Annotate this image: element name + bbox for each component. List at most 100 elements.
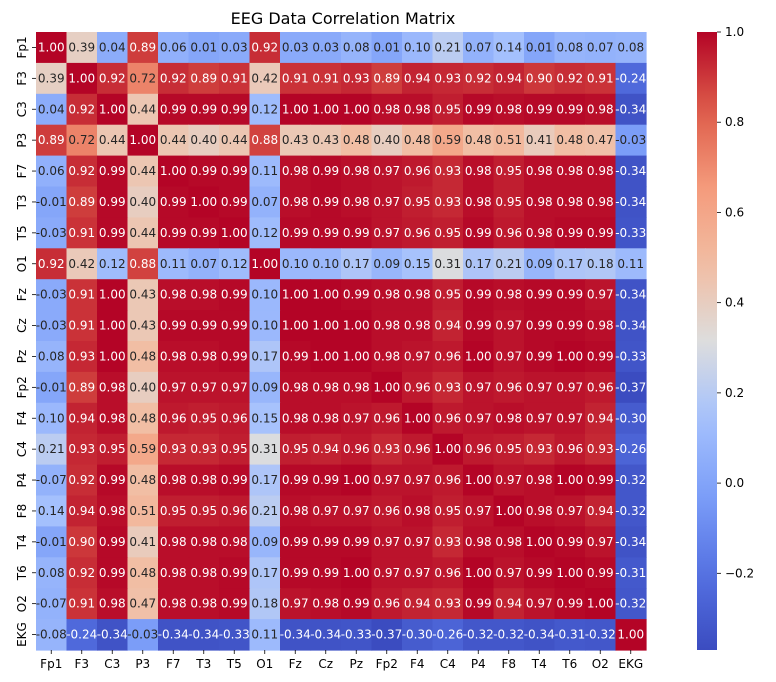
- heatmap-cell-T4-Fp2: [371, 526, 403, 558]
- heatmap-cell-O2-Fz: [280, 588, 312, 620]
- heatmap-cell-P3-T3: [188, 124, 220, 157]
- cell-value-C3-Pz: 1.00: [343, 102, 370, 116]
- heatmap-cell-P4-Cz: [310, 464, 342, 497]
- heatmap-cell-Pz-T5: [219, 341, 251, 373]
- cell-value-Pz-Fp1: 0.08: [38, 349, 65, 363]
- heatmap-cell-EKG-F3: [66, 619, 98, 651]
- heatmap-cells: [36, 32, 647, 651]
- cell-value-T3-Fp2: 0.97: [373, 195, 400, 209]
- heatmap-cell-F4-F8: [493, 402, 525, 435]
- heatmap-cell-Fp1-Pz: [341, 32, 373, 64]
- cell-value-F8-P4: 0.97: [465, 504, 492, 518]
- cell-value-F4-P4: 0.97: [465, 411, 492, 425]
- heatmap-cell-Cz-C3: [97, 310, 129, 342]
- cell-value-O1-O1: 1.00: [251, 257, 278, 271]
- heatmap-cell-F4-Cz: [310, 402, 342, 435]
- heatmap-cell-C4-EKG: [615, 433, 647, 466]
- heatmap-cell-T4-O1: [249, 526, 281, 558]
- heatmap-cell-F7-Fp1: [36, 155, 68, 188]
- heatmap-cell-F8-EKG: [615, 495, 647, 527]
- x-tick-label-C4: C4: [440, 657, 456, 671]
- heatmap-cell-Fp1-T5: [219, 32, 251, 64]
- heatmap-cell-T3-T6: [554, 186, 586, 218]
- cell-value-Fp1-C4: 0.21: [434, 40, 461, 54]
- heatmap-cell-Fp1-EKG: [615, 32, 647, 64]
- heatmap-cell-P3-F8: [493, 124, 525, 157]
- heatmap-cell-T5-O2: [585, 217, 617, 249]
- cell-value-O2-Fp2: 0.96: [373, 597, 400, 611]
- cell-value-Fz-Fp2: 0.98: [373, 288, 400, 302]
- cell-value-T3-T6: 0.98: [556, 195, 583, 209]
- cell-value-Fz-F7: 0.98: [160, 288, 187, 302]
- cell-value-O2-F4: 0.94: [404, 597, 431, 611]
- heatmap-cell-EKG-Fz: [280, 619, 312, 651]
- heatmap-cell-T3-T4: [524, 186, 556, 218]
- cell-value-T3-Fp1: -0.01: [36, 195, 67, 209]
- x-tick-label-F8: F8: [501, 657, 516, 671]
- cell-value-T6-P3: 0.48: [129, 566, 156, 580]
- cell-value-F7-Pz: 0.98: [343, 164, 370, 178]
- cell-value-T3-Pz: 0.98: [343, 195, 370, 209]
- cell-value-Fp2-P4: 0.97: [465, 380, 492, 394]
- cell-value-O1-T4: 0.09: [526, 257, 553, 271]
- heatmap-cell-F8-F4: [402, 495, 434, 527]
- heatmap-cell-Fp1-F7: [158, 32, 190, 64]
- heatmap-cell-T6-O2: [585, 557, 617, 589]
- heatmap-cell-T3-P3: [127, 186, 159, 218]
- y-tick-label-F7: F7: [15, 164, 29, 179]
- heatmap-cell-Fp2-Fp1: [36, 371, 68, 404]
- heatmap-cell-T4-T3: [188, 526, 220, 558]
- heatmap-cell-C4-Fz: [280, 433, 312, 466]
- cell-value-Pz-O1: 0.17: [251, 349, 278, 363]
- cell-value-Pz-C4: 0.96: [434, 349, 461, 363]
- cell-value-O2-T6: 0.99: [556, 597, 583, 611]
- heatmap-cell-Pz-T6: [554, 341, 586, 373]
- heatmap-cell-EKG-P4: [463, 619, 495, 651]
- heatmap-cell-T5-T6: [554, 217, 586, 249]
- cell-value-T4-P4: 0.98: [465, 535, 492, 549]
- cell-value-T4-T3: 0.98: [190, 535, 217, 549]
- cell-value-P3-Fp1: 0.89: [38, 133, 65, 147]
- cell-value-Fp1-Fz: 0.03: [282, 40, 309, 54]
- heatmap-cell-T6-Fp2: [371, 557, 403, 589]
- cell-value-T6-Fp1: 0.08: [38, 566, 65, 580]
- cell-value-T3-F8: 0.95: [495, 195, 522, 209]
- cell-value-Pz-Fp2: 0.98: [373, 349, 400, 363]
- x-axis-ticks: Fp1 F3 C3 P3 F7 T3 T5 O1 Fz Cz Pz Fp2 F4 C4 P4 F8 T4 T6 O2…: [40, 650, 643, 671]
- cell-value-Cz-F8: 0.97: [495, 319, 522, 333]
- cell-value-F8-F4: 0.98: [404, 504, 431, 518]
- heatmap-cell-F4-T4: [524, 402, 556, 435]
- x-tick-label-T5: T5: [226, 657, 242, 671]
- cell-value-Pz-T6: 1.00: [556, 349, 583, 363]
- heatmap-cell-Fp2-F3: [66, 371, 98, 404]
- heatmap-cell-T4-T6: [554, 526, 586, 558]
- cell-value-Fz-EKG: -0.34: [615, 288, 646, 302]
- heatmap-cell-P3-F3: [66, 124, 98, 157]
- cell-value-O2-C3: 0.98: [99, 597, 126, 611]
- cell-value-C4-P4: 0.96: [465, 442, 492, 456]
- heatmap-cell-P4-EKG: [615, 464, 647, 497]
- cell-value-Fp1-O1: 0.92: [251, 40, 278, 54]
- heatmap-cell-F7-C3: [97, 155, 129, 188]
- heatmap-cell-C4-Pz: [341, 433, 373, 466]
- heatmap-cell-F4-T5: [219, 402, 251, 435]
- cell-value-Fz-T5: 0.99: [221, 288, 248, 302]
- cell-value-F7-F8: 0.95: [495, 164, 522, 178]
- heatmap-cell-Pz-EKG: [615, 341, 647, 373]
- heatmap-cell-C4-P4: [463, 433, 495, 466]
- heatmap-cell-T3-C4: [432, 186, 464, 218]
- heatmap-cell-F7-Cz: [310, 155, 342, 188]
- cell-value-C3-F7: 0.99: [160, 102, 187, 116]
- heatmap-cell-Fz-P4: [463, 279, 495, 311]
- cell-value-T4-EKG: -0.34: [615, 535, 646, 549]
- heatmap-cell-P4-O2: [585, 464, 617, 497]
- y-tick-label-Pz: Pz: [15, 350, 29, 364]
- cell-value-T4-F8: 0.98: [495, 535, 522, 549]
- heatmap-cell-Fp2-O1: [249, 371, 281, 404]
- heatmap-cell-T6-F4: [402, 557, 434, 589]
- heatmap-cell-O2-F4: [402, 588, 434, 620]
- heatmap-cell-Pz-Cz: [310, 341, 342, 373]
- cell-value-C4-P3: 0.59: [129, 442, 156, 456]
- heatmap-cell-Pz-C4: [432, 341, 464, 373]
- heatmap-cell-T5-T4: [524, 217, 556, 249]
